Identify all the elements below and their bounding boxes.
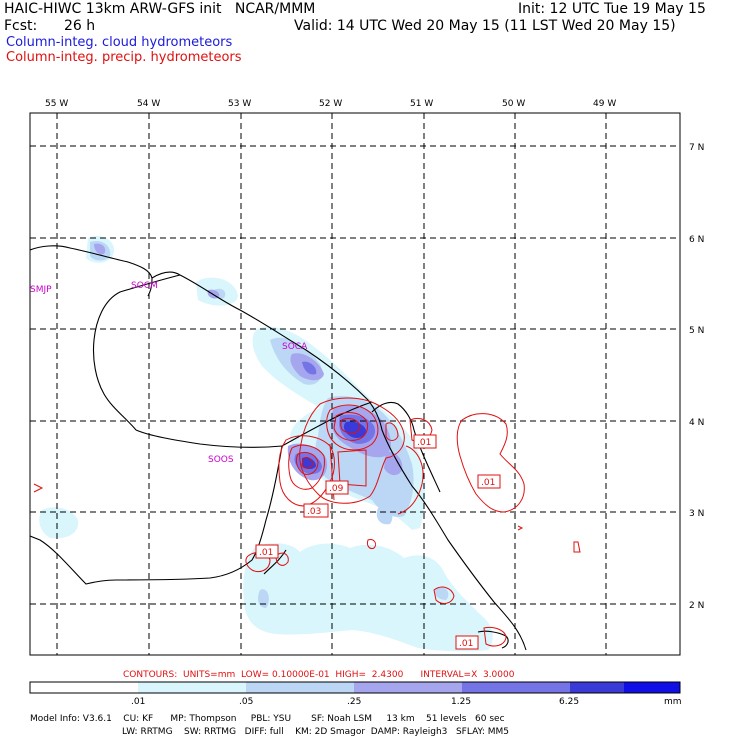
lat-label-2n: 2 N [689,601,704,611]
colorbar-tick-1: .01 [131,697,145,707]
lat-label-7n: 7 N [689,143,704,153]
colorbar-tick-3: .25 [347,697,361,707]
station-soos: SOOS [208,455,234,465]
lon-label-55w: 55 W [45,99,68,109]
longitude-labels: 55 W 54 W 53 W 52 W 51 W 50 W 49 W [45,99,616,109]
lon-label-49w: 49 W [593,99,616,109]
latitude-labels: 7 N 6 N 5 N 4 N 3 N 2 N [689,143,704,611]
colorbar-unit: mm [664,697,682,707]
station-socm: SOCM [131,281,158,291]
cloud-shading [39,235,493,652]
lon-label-51w: 51 W [410,99,433,109]
coastline [30,245,527,651]
contour-label-5: .01 [259,548,273,558]
field-precip-label: Column-integ. precip. hydrometeors [6,50,242,65]
init-time: Init: 12 UTC Tue 19 May 15 [518,1,706,17]
lat-label-3n: 3 N [689,509,704,519]
plot-title: HAIC-HIWC 13km ARW-GFS init NCAR/MMM [4,1,316,17]
station-labels: SMJP SOCM SOCA SOOS [30,281,308,465]
contour-label-2: .09 [329,484,344,494]
lat-label-6n: 6 N [689,235,704,245]
valid-time: Valid: 14 UTC Wed 20 May 15 (11 LST Wed … [294,18,676,34]
colorbar-tick-4: 1.25 [451,697,471,707]
contour-labels: .01 .09 .03 .01 .01 .01 [255,434,501,650]
model-info-line1: Model Info: V3.6.1 CU: KF MP: Thompson P… [30,714,505,724]
field-cloud-label: Column-integ. cloud hydrometeors [6,35,233,50]
colorbar [29,681,681,694]
map-frame [29,112,681,656]
lon-label-52w: 52 W [319,99,342,109]
contours-info: CONTOURS: UNITS=mm LOW= 0.10000E-01 HIGH… [123,670,515,680]
station-soca: SOCA [282,342,308,352]
lat-label-4n: 4 N [689,418,704,428]
contour-label-1: .01 [417,438,431,448]
lat-lon-grid [30,113,680,655]
lon-label-53w: 53 W [228,99,251,109]
model-info-line2: LW: RRTMG SW: RRTMG DIFF: full KM: 2D Sm… [122,727,509,737]
contour-label-4: .01 [481,478,495,488]
lat-label-5n: 5 N [689,326,704,336]
lon-label-54w: 54 W [137,99,160,109]
forecast-hours: 26 h [64,18,96,34]
forecast-label: Fcst: [4,18,38,34]
colorbar-tick-5: 6.25 [559,697,579,707]
colorbar-ticks: .01 .05 .25 1.25 6.25 mm [131,697,682,707]
precip-contours [33,397,581,647]
contour-label-3: .03 [307,507,321,517]
lon-label-50w: 50 W [502,99,525,109]
contour-label-6: .01 [459,639,473,649]
colorbar-tick-2: .05 [239,697,253,707]
station-smjp: SMJP [30,285,52,295]
